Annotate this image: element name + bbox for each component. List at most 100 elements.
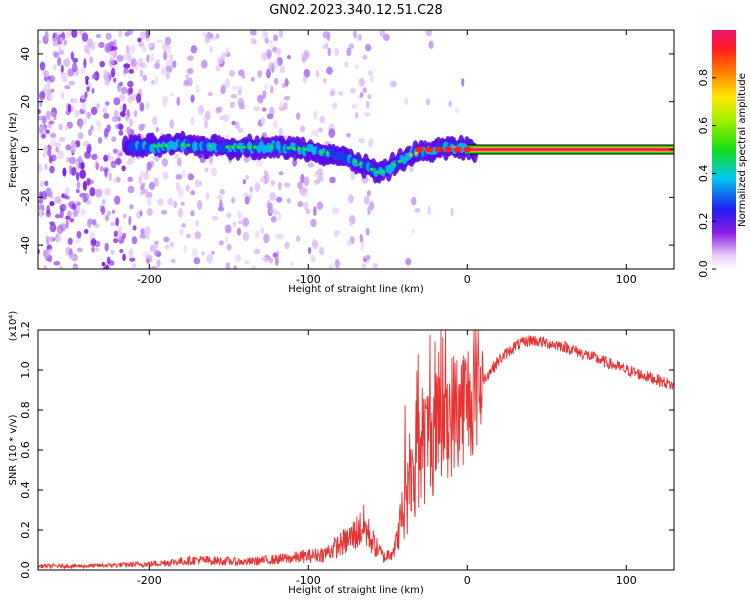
spectrogram-cell [263,233,270,244]
ridge-core [247,145,252,149]
spectrogram-cell [129,44,136,54]
spectrogram-cell [314,170,318,178]
spectrogram-cell [260,117,266,126]
spectrogram-cell [261,107,267,112]
spectrogram-cell [190,45,198,54]
spectrogram-cell [39,100,43,107]
ridge-core [163,143,168,148]
spectrogram-cell [121,165,126,172]
spectrogram-cell [99,165,104,172]
spectrogram-cell [316,168,323,176]
spectrogram-cell [122,253,126,262]
spectrogram-cell [278,101,284,109]
x-tick-label: 0 [464,273,471,286]
spectrogram-cell [68,254,76,260]
y-tick-label: -40 [19,236,32,254]
spectrogram-cell [244,260,250,265]
spectrogram-cell [72,209,79,218]
spectrogram-cell [161,158,168,167]
spectrogram-cell [225,46,230,56]
spectrogram-cell [300,125,306,133]
spectrogram-cell [47,123,52,129]
spectrogram-cell [58,265,64,269]
spectrogram-cell [64,125,69,131]
ridge-core [297,147,302,151]
spectrogram-cell [279,65,286,74]
spectrogram-cell [44,180,49,187]
spectrogram-cell [167,197,174,206]
spectrogram-cell [56,224,64,235]
spectrogram-cell [41,115,47,125]
spectrogram-cell [59,49,65,55]
spectrogram-cell [221,52,226,61]
ridge-core [392,163,397,167]
spectrogram-cell [76,201,81,207]
carrier-onset [463,146,472,153]
spectrogram-cell [204,167,209,172]
ridge-core [152,144,157,148]
spectrogram-cell [263,170,268,177]
spectrogram-cell [261,51,268,61]
ridge-core [225,145,230,149]
spectrogram-cell [251,265,256,269]
spectrogram-cell [76,181,81,190]
spectrogram-cell [217,206,225,212]
spectrogram-cell [302,74,308,85]
spectrogram-cell [44,30,49,40]
spectrogram-cell [108,51,114,56]
ridge-core [286,146,291,150]
spectrogram-cell [104,187,111,196]
spectrogram-cell [195,84,200,95]
y-tick-label: -20 [19,188,32,206]
spectrogram-cell [186,55,194,61]
spectrogram-cell [314,129,319,138]
carrier-onset [425,146,434,153]
spectrogram-cell [171,60,177,69]
spectrogram-cell [139,69,144,78]
spectrogram-cell [253,248,261,255]
spectrogram-cell [254,182,261,192]
spectrogram-cell [358,77,365,87]
spectrogram-cell [269,39,274,49]
spectrogram-cell [266,113,274,120]
y-tick-label: 20 [19,95,32,109]
ridge-core [241,145,246,149]
spectrogram-cell [242,231,250,242]
spectrogram-cell [450,207,454,217]
spectrogram-cell [307,162,315,168]
y-tick-label: 1.2 [19,321,32,339]
spectrogram-cell [218,240,224,246]
spectrogram-cell [200,59,208,69]
spectrogram-cell [303,176,310,187]
spectrogram-cell [156,39,163,44]
spectrogram-cell [53,51,60,59]
spectrogram-cell [269,84,273,90]
spectrogram-cell [163,236,170,243]
spectrogram-cell [57,57,62,67]
spectrogram-cell [364,112,371,117]
spectrogram-cell [128,68,134,74]
spectrogram-cell [183,79,190,86]
spectrogram-cell [175,173,183,180]
spectrogram-cell [45,129,50,134]
spectrogram-cell [96,103,101,109]
spectrogram-cell [44,163,48,171]
spectrogram-cell [183,244,188,254]
spectrogram-cell [91,73,98,80]
spectrogram-cell [53,115,57,121]
spectrogram-cell [78,120,83,130]
spectrogram-cell [427,205,431,216]
ridge-core [230,145,235,149]
spectrogram-cell [103,154,109,162]
spectrogram-cell [238,212,243,220]
spectrogram-cell [147,42,154,48]
spectrogram-cell [165,65,173,73]
spectrogram-cell [83,58,87,69]
spectrogram-cell [329,176,336,184]
spectrogram-cell [175,182,181,192]
spectrogram-cell [204,33,211,44]
spectrogram-cell [332,102,338,110]
spectrogram-cell [69,156,76,165]
spectrogram-cell [110,221,116,227]
